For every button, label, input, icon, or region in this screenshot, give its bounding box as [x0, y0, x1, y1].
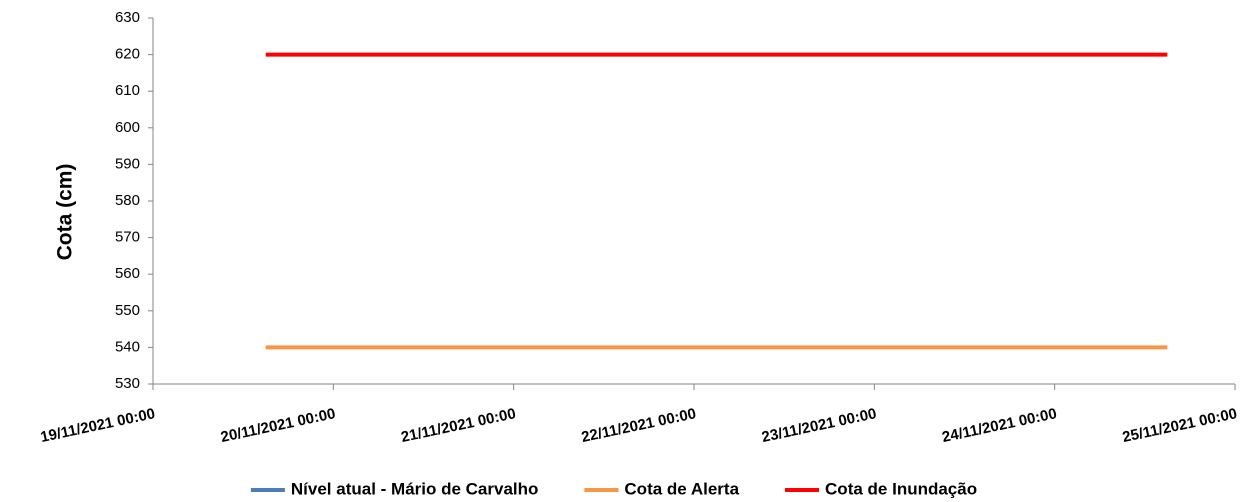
x-tick-label: 25/11/2021 00:00 [1121, 405, 1239, 446]
y-tick-label: 540 [115, 338, 140, 355]
legend-label: Nível atual - Mário de Carvalho [291, 479, 539, 498]
y-tick-label: 590 [115, 155, 140, 172]
y-tick-label: 600 [115, 119, 140, 136]
y-tick-label: 620 [115, 46, 140, 63]
y-tick-label: 530 [115, 375, 140, 392]
legend-label: Cota de Alerta [624, 479, 739, 498]
y-tick-label: 560 [115, 265, 140, 282]
x-tick-label: 23/11/2021 00:00 [760, 405, 878, 446]
y-tick-label: 610 [115, 82, 140, 99]
legend-label: Cota de Inundação [825, 479, 977, 498]
y-axis-label: Cota (cm) [54, 164, 77, 261]
x-tick-label: 19/11/2021 00:00 [39, 405, 157, 446]
y-tick-label: 570 [115, 229, 140, 246]
y-tick-label: 580 [115, 192, 140, 209]
y-tick-label: 550 [115, 302, 140, 319]
y-tick-label: 630 [115, 9, 140, 26]
x-tick-label: 20/11/2021 00:00 [219, 405, 337, 446]
x-tick-label: 21/11/2021 00:00 [400, 405, 518, 446]
x-tick-label: 22/11/2021 00:00 [580, 405, 698, 446]
x-tick-label: 24/11/2021 00:00 [941, 405, 1059, 446]
